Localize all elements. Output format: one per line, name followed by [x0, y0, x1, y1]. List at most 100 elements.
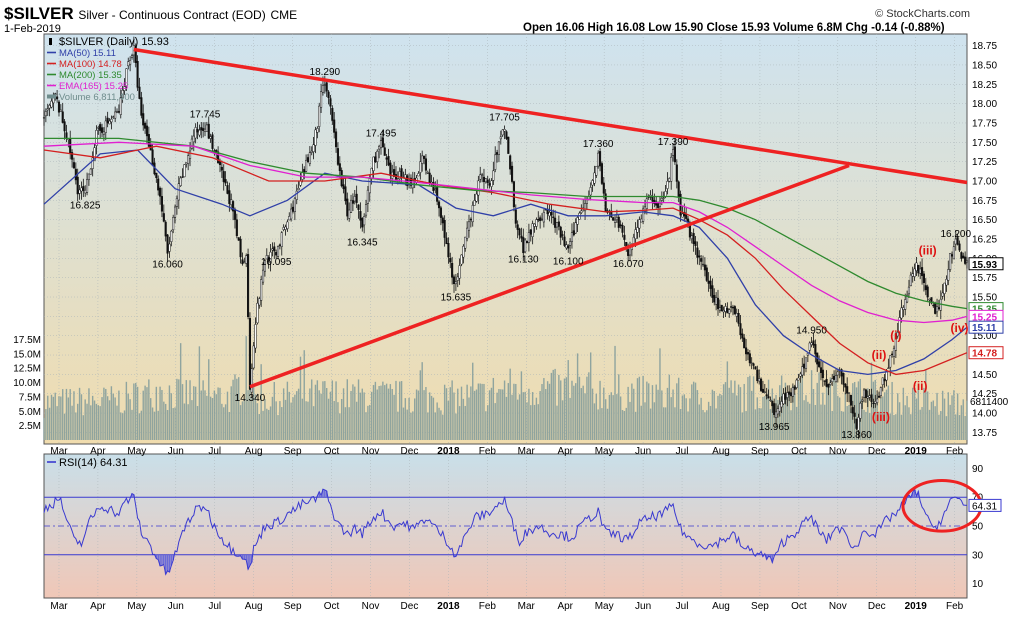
candle-body	[61, 111, 64, 123]
candle-body	[694, 241, 697, 246]
candle-body	[331, 107, 334, 121]
candle-body	[877, 395, 881, 398]
volume-bar	[612, 395, 614, 440]
candle-body	[374, 156, 377, 163]
volume-bar	[614, 345, 616, 440]
volume-bar	[118, 390, 120, 440]
volume-bar	[234, 374, 236, 440]
candle-body	[353, 196, 356, 202]
volume-bar	[294, 394, 296, 440]
candle-body	[310, 150, 313, 153]
volume-bar	[526, 402, 528, 440]
candle-body	[748, 353, 751, 364]
volume-bar	[442, 414, 444, 440]
rsi-y-tick-label: 50	[972, 522, 984, 533]
volume-bar	[953, 390, 955, 440]
candle-body	[80, 187, 83, 192]
volume-bar	[560, 380, 562, 440]
chart-date: 1-Feb-2019	[4, 23, 61, 35]
legend-candle-swatch	[49, 38, 52, 45]
candle-body	[140, 97, 143, 116]
price-y-tick-label: 17.00	[972, 176, 997, 187]
volume-bar	[457, 388, 459, 440]
candle-body	[162, 213, 165, 222]
price-y-tick-label: 17.50	[972, 138, 997, 149]
volume-bar	[732, 392, 734, 440]
candle-body	[170, 230, 173, 242]
volume-bar	[299, 356, 302, 440]
volume-bar	[552, 369, 554, 440]
candle-body	[280, 232, 283, 247]
legend-entry: MA(100) 14.78	[59, 59, 122, 70]
candle-body	[265, 255, 268, 260]
volume-bar	[640, 405, 642, 440]
volume-bar	[436, 402, 438, 440]
volume-y-tick-label: 5.0M	[19, 407, 41, 418]
candle-body	[252, 345, 255, 369]
volume-bar	[683, 394, 685, 440]
price-x-tick-label: Nov	[362, 446, 380, 457]
candle-body	[870, 394, 873, 402]
rsi-x-tick-label: Mar	[50, 601, 68, 612]
volume-bar	[316, 380, 319, 440]
price-point-label: 13.860	[841, 430, 872, 441]
volume-bar	[599, 380, 601, 440]
volume-bar	[625, 407, 627, 440]
price-y-tick-label: 18.75	[972, 41, 997, 52]
volume-bar	[706, 410, 708, 440]
candle-body	[921, 267, 924, 276]
candle-body	[855, 418, 858, 429]
rsi-y-tick-label: 10	[972, 579, 984, 590]
candle-body	[851, 407, 854, 414]
candle-body	[338, 163, 341, 171]
candle-body	[228, 190, 231, 204]
candle-body	[346, 198, 349, 217]
rsi-x-tick-label: Apr	[90, 601, 106, 612]
candle-body	[956, 237, 959, 245]
candle-body	[76, 176, 79, 195]
volume-bar	[324, 381, 326, 440]
volume-bar	[247, 390, 249, 440]
volume-bar	[900, 414, 903, 440]
price-x-tick-label: Sep	[284, 446, 302, 457]
volume-bar	[539, 391, 541, 440]
candle-body	[175, 197, 178, 207]
candle-body	[527, 232, 530, 243]
candle-body	[739, 323, 742, 336]
volume-bar	[223, 407, 225, 440]
volume-bar	[387, 388, 390, 440]
volume-bar	[60, 396, 62, 440]
candle-body	[104, 120, 107, 133]
candle-body	[475, 193, 478, 202]
candle-body	[424, 158, 427, 171]
candle-body	[788, 391, 791, 395]
candle-body	[271, 248, 274, 251]
volume-bar	[750, 390, 753, 440]
volume-bar	[101, 397, 103, 440]
wave-count-label: (i)	[890, 329, 901, 343]
volume-bar	[217, 387, 219, 440]
volume-bar	[238, 377, 240, 440]
candle-body	[883, 378, 886, 382]
candle-body	[267, 257, 270, 261]
rsi-x-tick-label: May	[127, 601, 146, 612]
volume-bar	[148, 379, 150, 440]
price-x-tick-label: Sep	[751, 446, 769, 457]
volume-bar	[282, 388, 285, 440]
candle-body	[928, 298, 931, 301]
candle-body	[651, 196, 654, 202]
candle-body	[825, 378, 828, 387]
candle-body	[436, 186, 439, 202]
wave-count-label: (ii)	[913, 379, 928, 393]
candle-body	[449, 258, 452, 263]
candle-body	[741, 333, 744, 339]
value-tag-text: 15.25	[972, 312, 997, 323]
value-tag-box	[968, 346, 1004, 360]
volume-bar	[181, 384, 184, 440]
candle-body	[600, 163, 603, 184]
candle-body	[134, 45, 137, 63]
volume-bar	[689, 398, 691, 440]
candle-body	[937, 307, 940, 310]
volume-bar	[616, 394, 618, 440]
candle-body	[696, 247, 699, 258]
